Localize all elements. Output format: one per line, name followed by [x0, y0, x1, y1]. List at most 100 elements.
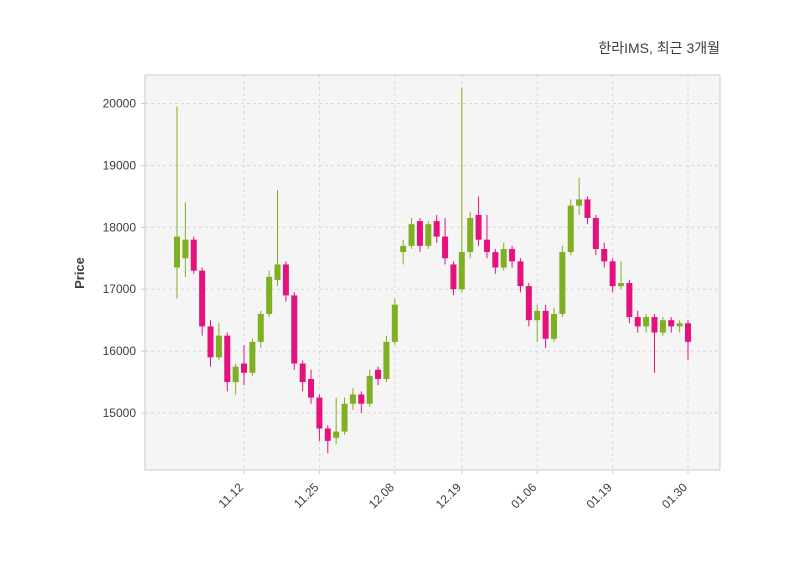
candle-body: [291, 295, 298, 364]
y-axis-label: Price: [72, 257, 87, 289]
candle-body: [617, 283, 624, 287]
candle-down: [509, 245, 516, 268]
candle-down: [291, 292, 298, 370]
candle-body: [567, 205, 574, 253]
candle-body: [458, 252, 465, 290]
candle-up: [333, 397, 340, 444]
candle-down: [651, 313, 658, 373]
candle-down: [442, 218, 449, 265]
candle-down: [207, 320, 214, 367]
candle-body: [257, 313, 264, 342]
candle-up: [400, 239, 407, 265]
candle-body: [341, 403, 348, 432]
candle-body: [584, 199, 591, 219]
candle-down: [542, 304, 549, 349]
candle-body: [349, 394, 356, 404]
candle-body: [676, 323, 683, 327]
chart-title: 한라IMS, 최근 3개월: [598, 40, 720, 56]
candle-body: [400, 245, 407, 253]
candle-up: [249, 338, 256, 376]
candle-up: [467, 211, 474, 259]
candle-body: [467, 218, 474, 253]
candle-down: [224, 332, 231, 392]
candle-body: [207, 326, 214, 358]
candle-body: [576, 199, 583, 206]
candle-down: [525, 283, 532, 327]
plot-area: [145, 75, 720, 470]
candle-up: [266, 270, 273, 318]
candle-down: [601, 242, 608, 268]
y-tick-label: 19000: [103, 158, 137, 172]
candle-body: [475, 214, 482, 240]
candle-body: [659, 320, 666, 333]
candle-body: [215, 335, 222, 358]
candle-body: [274, 264, 281, 280]
candle-up: [232, 363, 239, 395]
candle-body: [282, 264, 289, 296]
candle-body: [500, 248, 507, 268]
candle-body: [249, 341, 256, 373]
candle-body: [232, 366, 239, 383]
candle-up: [550, 307, 557, 342]
candle-up: [559, 245, 566, 318]
candles: [174, 88, 691, 454]
candle-body: [174, 236, 180, 268]
candle-body: [550, 313, 557, 339]
candle-body: [433, 221, 440, 237]
candle-up: [659, 317, 666, 336]
candle-up: [182, 202, 189, 277]
candle-down: [685, 320, 691, 361]
candle-down: [241, 344, 248, 386]
candle-down: [450, 261, 457, 296]
candle-up: [425, 221, 432, 249]
candle-down: [475, 196, 482, 246]
candle-up: [617, 261, 624, 290]
candle-down: [626, 279, 633, 324]
candle-up: [391, 298, 398, 345]
candle-body: [408, 224, 415, 246]
candle-body: [668, 320, 675, 327]
x-tick-label: 01.30: [659, 480, 690, 511]
candle-body: [525, 286, 532, 321]
candle-body: [643, 317, 650, 327]
candle-body: [375, 369, 382, 379]
candle-up: [341, 397, 348, 435]
candle-up: [500, 242, 507, 271]
candle-body: [542, 310, 549, 339]
candle-body: [182, 239, 189, 259]
y-tick-label: 18000: [103, 220, 137, 234]
candle-down: [433, 214, 440, 243]
candle-up: [567, 199, 574, 256]
candle-down: [584, 196, 591, 225]
candle-body: [358, 394, 365, 404]
candle-up: [274, 190, 281, 287]
y-tick-label: 15000: [103, 406, 137, 420]
candle-body: [450, 264, 457, 290]
candle-body: [609, 261, 616, 287]
x-tick-label: 11.25: [291, 480, 322, 511]
candle-up: [408, 218, 415, 249]
candle-down: [282, 261, 289, 302]
candle-down: [517, 258, 524, 293]
candle-up: [215, 323, 222, 361]
candle-down: [375, 366, 382, 386]
candle-body: [492, 252, 499, 268]
candle-body: [592, 218, 599, 249]
y-tick-label: 16000: [103, 344, 137, 358]
x-tick-label: 12.08: [366, 480, 397, 511]
x-axis-tick-labels: 11.12 11.25 12.08 12.19 01.06 01.19 01.30: [216, 470, 690, 511]
candle-body: [416, 221, 423, 246]
y-tick-label: 20000: [103, 96, 137, 110]
candle-body: [316, 397, 323, 429]
candle-body: [651, 317, 658, 333]
candle-body: [601, 248, 608, 262]
candle-body: [308, 378, 315, 398]
candle-body: [224, 335, 231, 383]
y-axis-tick-labels: 15000 16000 17000 18000 19000 20000: [103, 96, 145, 420]
candle-down: [308, 369, 315, 404]
candle-up: [174, 106, 180, 299]
x-tick-label: 01.19: [584, 480, 615, 511]
candle-body: [324, 428, 331, 441]
